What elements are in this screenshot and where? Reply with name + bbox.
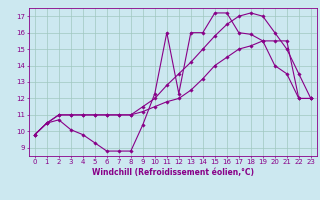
X-axis label: Windchill (Refroidissement éolien,°C): Windchill (Refroidissement éolien,°C) <box>92 168 254 177</box>
